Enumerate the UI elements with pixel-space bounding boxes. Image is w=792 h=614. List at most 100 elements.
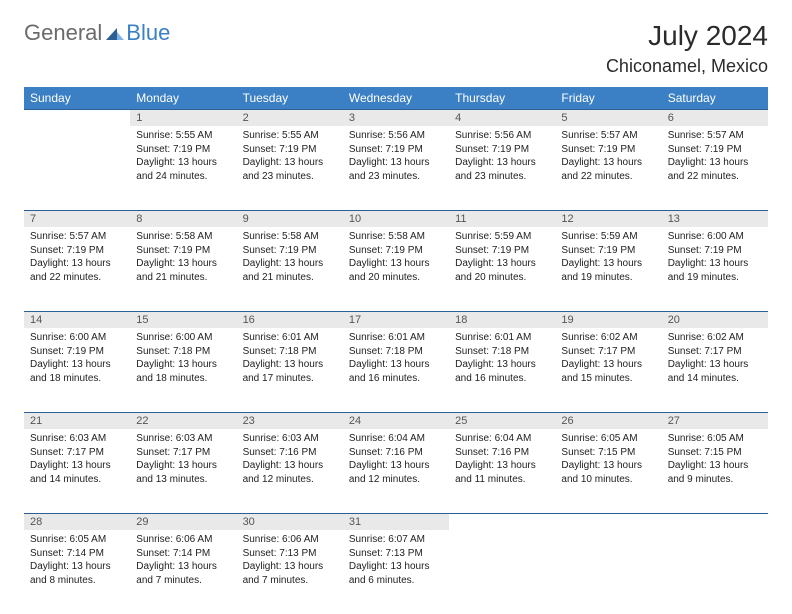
day-cell: Sunrise: 5:56 AMSunset: 7:19 PMDaylight:…: [449, 126, 555, 210]
day-number: 5: [555, 109, 661, 126]
day-cell: [449, 530, 555, 614]
day-cell: [662, 530, 768, 614]
day-number: 27: [662, 412, 768, 429]
day-number: 9: [237, 210, 343, 227]
day-cell: Sunrise: 5:57 AMSunset: 7:19 PMDaylight:…: [662, 126, 768, 210]
weekday-header: Wednesday: [343, 87, 449, 109]
daylight-text: Daylight: 13 hours and 19 minutes.: [561, 257, 655, 284]
sunset-text: Sunset: 7:16 PM: [349, 446, 443, 460]
day-cell: Sunrise: 6:01 AMSunset: 7:18 PMDaylight:…: [449, 328, 555, 412]
week-row: Sunrise: 5:55 AMSunset: 7:19 PMDaylight:…: [24, 126, 768, 210]
day-details: Sunrise: 6:04 AMSunset: 7:16 PMDaylight:…: [449, 429, 555, 490]
week-row: Sunrise: 6:03 AM Sunset: 7:17 PM Daylight:…: [24, 429, 768, 513]
day-number: 28: [24, 513, 130, 530]
daylight-text: Daylight: 13 hours and 20 minutes.: [455, 257, 549, 284]
day-number: 12: [555, 210, 661, 227]
daylight-text: Daylight: 13 hours and 15 minutes.: [561, 358, 655, 385]
day-cell: Sunrise: 5:55 AMSunset: 7:19 PMDaylight:…: [237, 126, 343, 210]
day-number: 23: [237, 412, 343, 429]
day-cell: Sunrise: 6:03 AMSunset: 7:16 PMDaylight:…: [237, 429, 343, 513]
daylight-text: Daylight: 13 hours and 7 minutes.: [136, 560, 230, 587]
sunrise-text: Sunrise: 6:00 AM: [30, 331, 124, 345]
day-cell: Sunrise: 6:05 AMSunset: 7:14 PMDaylight:…: [24, 530, 130, 614]
sunset-text: Sunset: 7:17 PM: [561, 345, 655, 359]
day-number: 20: [662, 311, 768, 328]
day-cell: Sunrise: 6:01 AMSunset: 7:18 PMDaylight:…: [237, 328, 343, 412]
day-details: Sunrise: 6:01 AMSunset: 7:18 PMDaylight:…: [343, 328, 449, 389]
weekday-header-row: SundayMondayTuesdayWednesdayThursdayFrid…: [24, 87, 768, 109]
daylight-text: Daylight: 13 hours and 9 minutes.: [668, 459, 762, 486]
sunset-text: Sunset: 7:14 PM: [136, 547, 230, 561]
day-number: 16: [237, 311, 343, 328]
month-title: July 2024: [606, 20, 768, 52]
daylight-text: Daylight: 13 hours and 21 minutes.: [243, 257, 337, 284]
logo-text-general: General: [24, 20, 102, 46]
day-cell: Sunrise: 6:04 AMSunset: 7:16 PMDaylight:…: [449, 429, 555, 513]
day-cell: Sunrise: 6:02 AMSunset: 7:17 PMDaylight:…: [555, 328, 661, 412]
sunset-text: Sunset: 7:19 PM: [243, 244, 337, 258]
day-number: 18: [449, 311, 555, 328]
sunrise-text: Sunrise: 5:57 AM: [561, 129, 655, 143]
day-number: 14: [24, 311, 130, 328]
sunrise-text: Sunrise: 5:55 AM: [136, 129, 230, 143]
daylight-text: Daylight: 13 hours and 14 minutes.: [30, 459, 124, 486]
sunset-text: Sunset: 7:19 PM: [455, 143, 549, 157]
daylight-text: Daylight: 13 hours and 7 minutes.: [243, 560, 337, 587]
sunrise-text: Sunrise: 6:05 AM: [30, 533, 124, 547]
day-details: Sunrise: 6:00 AMSunset: 7:18 PMDaylight:…: [130, 328, 236, 389]
weekday-header: Sunday: [24, 87, 130, 109]
sunrise-text: Sunrise: 6:01 AM: [243, 331, 337, 345]
day-cell: Sunrise: 6:02 AMSunset: 7:17 PMDaylight:…: [662, 328, 768, 412]
day-cell: Sunrise: 5:57 AMSunset: 7:19 PMDaylight:…: [24, 227, 130, 311]
day-number: 31: [343, 513, 449, 530]
day-details: Sunrise: 5:55 AMSunset: 7:19 PMDaylight:…: [237, 126, 343, 187]
daylight-text: Daylight: 13 hours and 17 minutes.: [243, 358, 337, 385]
daynum-row: 14151617181920: [24, 311, 768, 328]
day-cell: Sunrise: 5:57 AMSunset: 7:19 PMDaylight:…: [555, 126, 661, 210]
sunrise-text: Sunrise: 6:04 AM: [455, 432, 549, 446]
sunrise-text: Sunrise: 6:06 AM: [136, 533, 230, 547]
sunrise-text: Sunrise: 6:00 AM: [668, 230, 762, 244]
sunset-text: Sunset: 7:17 PM: [136, 446, 230, 460]
day-details: Sunrise: 5:55 AMSunset: 7:19 PMDaylight:…: [130, 126, 236, 187]
daylight-text: Daylight: 13 hours and 10 minutes.: [561, 459, 655, 486]
day-details: Sunrise: 6:06 AMSunset: 7:14 PMDaylight:…: [130, 530, 236, 591]
day-cell: Sunrise: 6:04 AMSunset: 7:16 PMDaylight:…: [343, 429, 449, 513]
sunset-text: Sunset: 7:19 PM: [455, 244, 549, 258]
header: General Blue July 2024 Chiconamel, Mexic…: [24, 20, 768, 77]
daylight-text: Daylight: 13 hours and 23 minutes.: [243, 156, 337, 183]
day-details: Sunrise: 6:03 AMSunset: 7:16 PMDaylight:…: [237, 429, 343, 490]
day-details: Sunrise: 6:00 AMSunset: 7:19 PMDaylight:…: [662, 227, 768, 288]
day-cell: Sunrise: 5:59 AMSunset: 7:19 PMDaylight:…: [449, 227, 555, 311]
sunset-text: Sunset: 7:15 PM: [668, 446, 762, 460]
daylight-text: Daylight: 13 hours and 12 minutes.: [243, 459, 337, 486]
daylight-text: Daylight: 13 hours and 22 minutes.: [561, 156, 655, 183]
day-details: Sunrise: 6:02 AMSunset: 7:17 PMDaylight:…: [555, 328, 661, 389]
day-cell: Sunrise: 5:58 AMSunset: 7:19 PMDaylight:…: [237, 227, 343, 311]
location: Chiconamel, Mexico: [606, 56, 768, 77]
week-row: Sunrise: 5:57 AMSunset: 7:19 PMDaylight:…: [24, 227, 768, 311]
daylight-text: Daylight: 13 hours and 22 minutes.: [668, 156, 762, 183]
daylight-text: Daylight: 13 hours and 16 minutes.: [349, 358, 443, 385]
day-details: Sunrise: 6:02 AMSunset: 7:17 PMDaylight:…: [662, 328, 768, 389]
day-details: Sunrise: 5:56 AMSunset: 7:19 PMDaylight:…: [343, 126, 449, 187]
sunset-text: Sunset: 7:19 PM: [30, 244, 124, 258]
daylight-text: Daylight: 13 hours and 11 minutes.: [455, 459, 549, 486]
sunset-text: Sunset: 7:19 PM: [668, 244, 762, 258]
day-details: Sunrise: 5:58 AMSunset: 7:19 PMDaylight:…: [130, 227, 236, 288]
sunrise-text: Sunrise: 5:55 AM: [243, 129, 337, 143]
daylight-text: Daylight: 13 hours and 18 minutes.: [30, 358, 124, 385]
day-details: Sunrise: 6:00 AMSunset: 7:19 PMDaylight:…: [24, 328, 130, 389]
sunrise-text: Sunrise: 5:58 AM: [136, 230, 230, 244]
daylight-text: Daylight: 13 hours and 23 minutes.: [349, 156, 443, 183]
sunrise-text: Sunrise: 6:03 AM: [243, 432, 337, 446]
day-cell: Sunrise: 6:06 AMSunset: 7:13 PMDaylight:…: [237, 530, 343, 614]
daylight-text: Daylight: 13 hours and 19 minutes.: [668, 257, 762, 284]
day-details: Sunrise: 6:07 AMSunset: 7:13 PMDaylight:…: [343, 530, 449, 591]
day-cell: Sunrise: 5:59 AMSunset: 7:19 PMDaylight:…: [555, 227, 661, 311]
daynum-row: 28293031: [24, 513, 768, 530]
sunset-text: Sunset: 7:19 PM: [561, 244, 655, 258]
sunrise-text: Sunrise: 6:04 AM: [349, 432, 443, 446]
daylight-text: Daylight: 13 hours and 6 minutes.: [349, 560, 443, 587]
sunset-text: Sunset: 7:19 PM: [349, 143, 443, 157]
